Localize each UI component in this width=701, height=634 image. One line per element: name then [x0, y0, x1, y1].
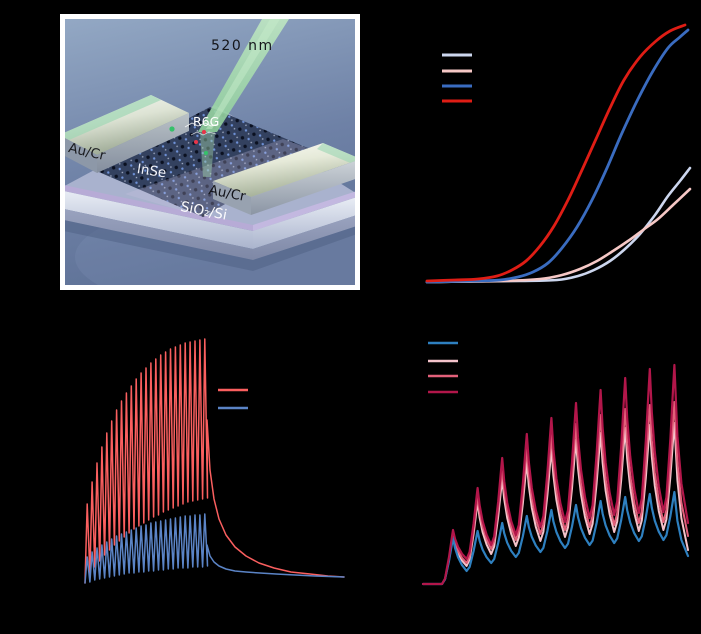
- blue-pulses: [421, 490, 690, 586]
- r6g-molecule: [169, 122, 219, 156]
- substrate-lavender-left: [65, 185, 253, 231]
- light-pink-curve: [425, 187, 692, 284]
- panel-c-curves: [84, 338, 345, 584]
- panel-b-legend: [442, 53, 472, 103]
- electrode-right-front: [251, 161, 355, 215]
- electrode-left-cap: [65, 138, 97, 173]
- device-schematic-image: 520 nm R6G Au/Cr InSe Au/Cr SiO₂/Si: [65, 19, 355, 285]
- electrode-right-cap: [213, 181, 251, 215]
- substrate-lower-left: [65, 209, 253, 260]
- electrode-left: [65, 95, 189, 173]
- crimson-pulses: [421, 363, 690, 586]
- panel-d-curves: [421, 363, 690, 586]
- blue-pulse-trace: [84, 513, 345, 584]
- substrate-shadow: [65, 220, 355, 271]
- green-atom-2: [203, 150, 209, 156]
- laser-beam-core: [206, 19, 280, 129]
- electrode-left-green-sheen: [65, 95, 161, 140]
- green-atom: [169, 126, 175, 132]
- panel-d-legend: [428, 341, 458, 394]
- panel-b: [425, 23, 692, 284]
- laser-beam: [198, 19, 289, 177]
- substrate-front-left: [65, 191, 253, 249]
- lattice-speckle-band: [125, 139, 315, 217]
- electrode-right-top: [213, 143, 355, 197]
- r6g-label: R6G: [193, 114, 220, 129]
- red-curve: [425, 23, 687, 283]
- substrate-lavender-right: [253, 191, 355, 231]
- molecule-bonds: [184, 122, 219, 128]
- blue-curve: [425, 28, 690, 284]
- device-schematic-panel: 520 nm R6G Au/Cr InSe Au/Cr SiO₂/Si: [60, 14, 360, 290]
- red-pulse-trace: [84, 338, 345, 584]
- light-lavender-curve: [425, 166, 692, 284]
- molecule-bonds-2: [190, 131, 217, 136]
- electrode-left-front: [97, 113, 189, 173]
- panel-d: [421, 341, 690, 586]
- electrode-right: [213, 143, 355, 215]
- red-atom: [201, 129, 207, 135]
- red-atom-2: [194, 140, 198, 144]
- electrode-left-top: [65, 95, 189, 155]
- panel-b-curves: [425, 23, 692, 284]
- laser-wavelength-label: 520 nm: [211, 38, 274, 54]
- lattice-atoms: [92, 107, 315, 217]
- substrate-front-right: [253, 197, 355, 249]
- laser-beam-transmitted: [200, 132, 215, 177]
- electrode-right-green-sheen: [317, 143, 355, 165]
- inse-lattice: [92, 107, 315, 217]
- device-schematic-svg: [65, 19, 355, 285]
- panel-c-legend: [218, 388, 248, 410]
- panel-c: [84, 338, 345, 584]
- substrate-lower-right: [253, 215, 355, 260]
